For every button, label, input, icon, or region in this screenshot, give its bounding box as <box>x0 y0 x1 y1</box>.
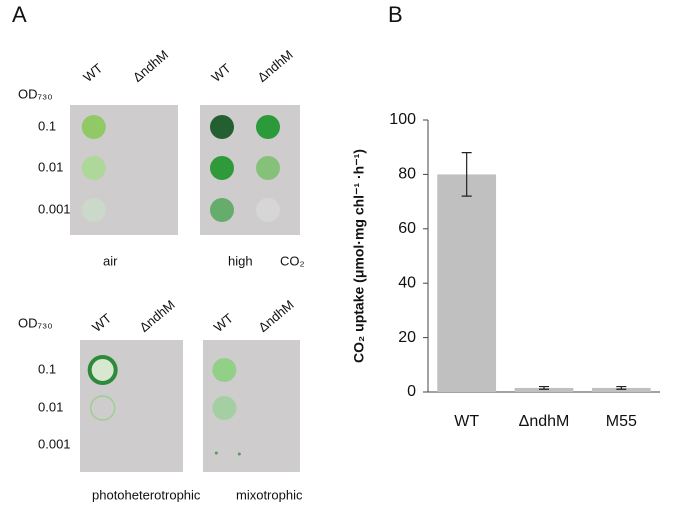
y-axis-label: CO₂ uptake (μmol·mg chl⁻¹ ·h⁻¹) <box>351 149 367 363</box>
x-tick-label: ΔndhM <box>519 413 570 430</box>
bar <box>514 387 574 392</box>
condition-label: photoheterotrophic <box>92 487 201 502</box>
strain-label: ΔndhM <box>130 47 171 85</box>
spot <box>81 115 106 139</box>
spot <box>210 115 234 139</box>
strain-label: ΔndhM <box>137 297 178 335</box>
y-tick-label: 100 <box>389 111 416 128</box>
dilution-label: 0.1 <box>38 118 56 133</box>
panel-label: A <box>12 2 27 27</box>
x-tick-label: M55 <box>606 413 637 430</box>
od-label: OD₇₃₀ <box>18 86 53 101</box>
spot <box>256 198 280 222</box>
condition-label: CO₂ <box>280 253 305 268</box>
condition-label: high <box>228 253 253 268</box>
error-bar <box>461 152 472 197</box>
dilution-label: 0.001 <box>38 436 71 451</box>
dilution-label: 0.001 <box>38 201 71 216</box>
dilution-label: 0.01 <box>38 399 63 414</box>
spot <box>237 452 241 456</box>
spot <box>212 358 237 382</box>
y-tick-label: 20 <box>398 329 416 346</box>
condition-label: air <box>103 253 118 268</box>
dilution-label: 0.1 <box>38 361 56 376</box>
od-label: OD₇₃₀ <box>18 315 53 330</box>
condition-label: mixotrophic <box>236 487 303 502</box>
y-tick-label: 40 <box>398 274 416 291</box>
strain-label: WT <box>211 310 236 335</box>
strain-label: WT <box>80 60 105 85</box>
y-tick-label: 60 <box>398 220 416 237</box>
spot <box>256 156 280 180</box>
dilution-label: 0.01 <box>38 159 63 174</box>
spot <box>214 451 218 455</box>
y-tick-label: 0 <box>407 383 416 400</box>
spot <box>210 156 234 180</box>
spot <box>256 115 280 139</box>
strain-label: ΔndhM <box>255 297 296 335</box>
spot <box>81 156 106 180</box>
error-bar <box>616 385 627 390</box>
panel-label: B <box>388 2 403 27</box>
bar <box>437 174 497 392</box>
spot <box>210 198 234 222</box>
strain-label: WT <box>89 310 114 335</box>
x-tick-label: WT <box>454 413 479 430</box>
bar <box>591 387 651 392</box>
spot <box>81 198 106 222</box>
error-bar <box>539 385 549 390</box>
spot <box>87 355 118 385</box>
y-tick-label: 80 <box>398 166 416 183</box>
strain-label: WT <box>208 60 233 85</box>
strain-label: ΔndhM <box>254 47 295 85</box>
spot <box>212 396 237 420</box>
spot <box>89 395 116 421</box>
